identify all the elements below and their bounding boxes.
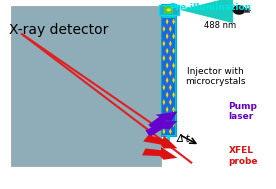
Bar xyxy=(161,4,176,136)
Polygon shape xyxy=(169,55,172,61)
Bar xyxy=(11,6,161,166)
Polygon shape xyxy=(172,121,175,127)
Polygon shape xyxy=(169,70,172,76)
Polygon shape xyxy=(169,99,172,105)
Text: Pre-illumination: Pre-illumination xyxy=(169,3,251,12)
Polygon shape xyxy=(172,92,175,98)
Polygon shape xyxy=(145,121,177,137)
Text: Pump
laser: Pump laser xyxy=(228,102,257,121)
Polygon shape xyxy=(166,19,168,25)
Polygon shape xyxy=(172,48,175,54)
Polygon shape xyxy=(169,26,172,32)
Polygon shape xyxy=(172,106,175,113)
Polygon shape xyxy=(172,33,175,39)
Polygon shape xyxy=(163,99,165,105)
Polygon shape xyxy=(169,40,172,47)
Bar xyxy=(159,5,179,15)
Polygon shape xyxy=(166,33,168,39)
Text: X-ray detector: X-ray detector xyxy=(9,23,108,37)
Bar xyxy=(162,18,175,135)
Polygon shape xyxy=(163,26,165,32)
Polygon shape xyxy=(172,19,175,25)
Polygon shape xyxy=(142,147,177,160)
Text: Injector with
microcrystals: Injector with microcrystals xyxy=(185,67,245,86)
Text: XFEL
probe: XFEL probe xyxy=(228,146,258,166)
Text: Δ t: Δ t xyxy=(177,134,190,144)
Polygon shape xyxy=(169,114,172,120)
Circle shape xyxy=(167,9,171,12)
Text: 488 nm: 488 nm xyxy=(204,21,237,30)
Polygon shape xyxy=(172,63,175,69)
Polygon shape xyxy=(163,70,165,76)
Polygon shape xyxy=(166,92,168,98)
Polygon shape xyxy=(166,121,168,127)
Polygon shape xyxy=(172,77,175,83)
Polygon shape xyxy=(163,40,165,47)
Polygon shape xyxy=(148,112,177,131)
Polygon shape xyxy=(166,106,168,113)
Polygon shape xyxy=(166,48,168,54)
Bar xyxy=(168,135,170,142)
Polygon shape xyxy=(163,114,165,120)
Polygon shape xyxy=(143,135,177,149)
Polygon shape xyxy=(163,84,165,91)
Polygon shape xyxy=(180,0,233,23)
Polygon shape xyxy=(169,84,172,91)
Polygon shape xyxy=(166,77,168,83)
Polygon shape xyxy=(163,55,165,61)
Polygon shape xyxy=(166,63,168,69)
Polygon shape xyxy=(169,128,172,135)
Circle shape xyxy=(233,6,245,14)
Bar xyxy=(164,6,173,14)
Bar xyxy=(244,8,249,12)
Polygon shape xyxy=(163,128,165,135)
